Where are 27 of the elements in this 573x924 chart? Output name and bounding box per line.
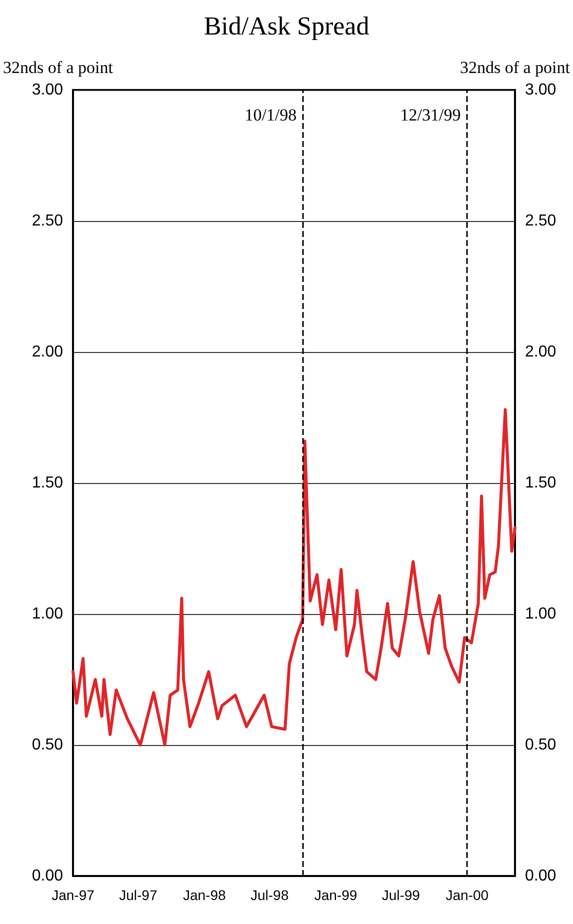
- chart-title: Bid/Ask Spread: [204, 12, 370, 40]
- y-tick-label: 1.50: [32, 474, 64, 492]
- x-tick-label: Jan-00: [446, 887, 489, 903]
- x-tick-label: Jan-98: [182, 887, 226, 903]
- y-tick-label: 1.00: [32, 606, 64, 622]
- y2-tick-label: 2.50: [524, 212, 556, 230]
- y2-tick-label: 1.00: [524, 606, 556, 622]
- y2-tick-label: 1.50: [524, 474, 556, 492]
- y-tick-label: 0.50: [32, 736, 64, 754]
- y2-tick-label: 0.00: [524, 868, 556, 884]
- x-tick-label: Jan-99: [314, 887, 358, 903]
- y2-tick-label: 3.00: [524, 82, 556, 98]
- y-tick-label: 3.00: [32, 82, 64, 98]
- ref-line-label: 12/31/99: [400, 106, 461, 124]
- x-tick-label: Jul-97: [119, 887, 158, 903]
- x-tick-label: Jul-98: [250, 887, 289, 903]
- y-tick-label: 0.00: [32, 868, 64, 884]
- y2-tick-label: 2.00: [524, 344, 556, 360]
- x-tick-label: Jan-97: [52, 887, 95, 903]
- x-tick-label: Jul-99: [382, 887, 420, 903]
- y2-tick-label: 0.50: [524, 736, 556, 754]
- y-tick-label: 2.50: [32, 212, 64, 230]
- ref-line-label: 10/1/98: [244, 106, 297, 124]
- y2-axis-title: 32nds of a point: [460, 58, 570, 77]
- y-tick-label: 2.00: [32, 344, 64, 360]
- y-axis-title: 32nds of a point: [2, 58, 114, 77]
- line-series: [72, 408, 516, 746]
